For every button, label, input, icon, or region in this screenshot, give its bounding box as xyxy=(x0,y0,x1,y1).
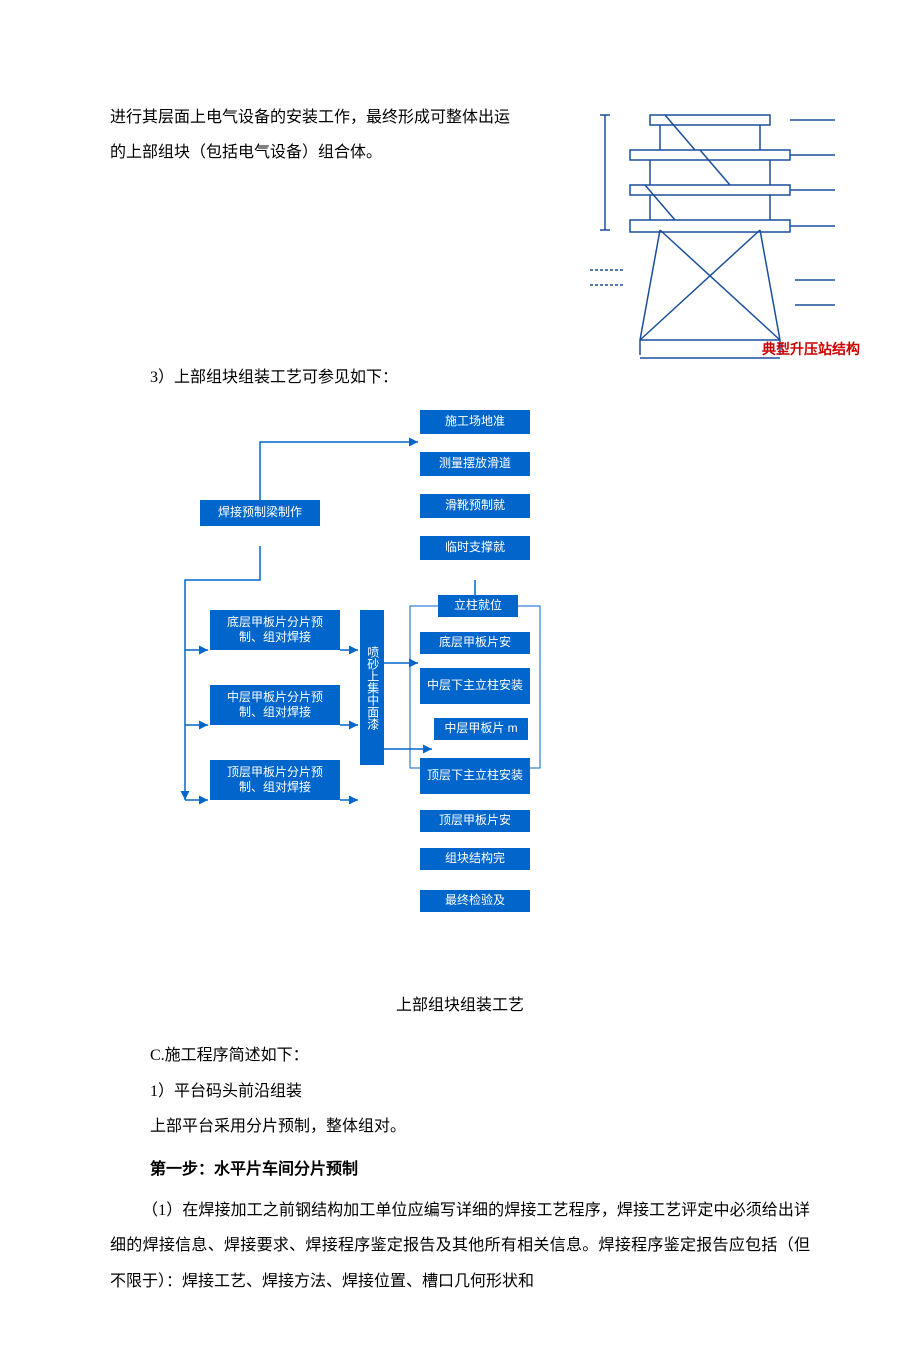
step1-title: 第一步：水平片车间分片预制 xyxy=(150,1152,810,1187)
structure-caption: 典型升压站结构 xyxy=(762,334,860,365)
item-3-label: 3）上部组块组装工艺可参见如下： xyxy=(150,360,810,395)
step1-body: （1）在焊接加工之前钢结构加工单位应编写详细的焊接工艺程序，焊接工艺评定中必须给… xyxy=(110,1193,810,1299)
node-r12: 最终检验及 xyxy=(420,890,530,912)
section-c-title: C.施工程序简述如下： xyxy=(150,1038,810,1073)
section-c-sub1: 1）平台码头前沿组装 xyxy=(150,1074,810,1109)
flowchart: 焊接预制梁制作 喷砂上集中面漆 底层甲板片分片预制、组对焊接 中层甲板片分片预制… xyxy=(110,400,810,980)
section-c-desc1: 上部平台采用分片预制，整体组对。 xyxy=(150,1109,810,1144)
node-deck-mid: 中层甲板片分片预制、组对焊接 xyxy=(210,685,340,725)
node-r6: 底层甲板片安 xyxy=(420,632,530,654)
top-paragraph: 进行其层面上电气设备的安装工作，最终形成可整体出运的上部组块（包括电气设备）组合… xyxy=(110,100,510,170)
node-weld-prep: 焊接预制梁制作 xyxy=(200,500,320,526)
node-deck-top: 顶层甲板片分片预制、组对焊接 xyxy=(210,760,340,800)
node-spray: 喷砂上集中面漆 xyxy=(360,610,384,765)
top-section: 进行其层面上电气设备的安装工作，最终形成可整体出运的上部组块（包括电气设备）组合… xyxy=(110,100,810,350)
flowchart-caption: 上部组块组装工艺 xyxy=(110,988,810,1023)
node-r10: 顶层甲板片安 xyxy=(420,810,530,832)
structure-figure: 典型升压站结构 xyxy=(550,100,850,360)
node-r5: 立柱就位 xyxy=(438,595,518,617)
node-r1: 施工场地准 xyxy=(420,410,530,434)
node-deck-bottom: 底层甲板片分片预制、组对焊接 xyxy=(210,610,340,650)
node-r3: 滑靴预制就 xyxy=(420,494,530,518)
node-r8: 中层甲板片 m xyxy=(434,718,528,740)
node-r9: 顶层下主立柱安装 xyxy=(420,758,530,794)
structure-diagram-svg xyxy=(550,100,850,360)
node-r11: 组块结构完 xyxy=(420,848,530,870)
node-r4: 临时支撑就 xyxy=(420,536,530,560)
node-r2: 测量摆放滑道 xyxy=(420,452,530,476)
node-r7: 中层下主立柱安装 xyxy=(420,668,530,704)
